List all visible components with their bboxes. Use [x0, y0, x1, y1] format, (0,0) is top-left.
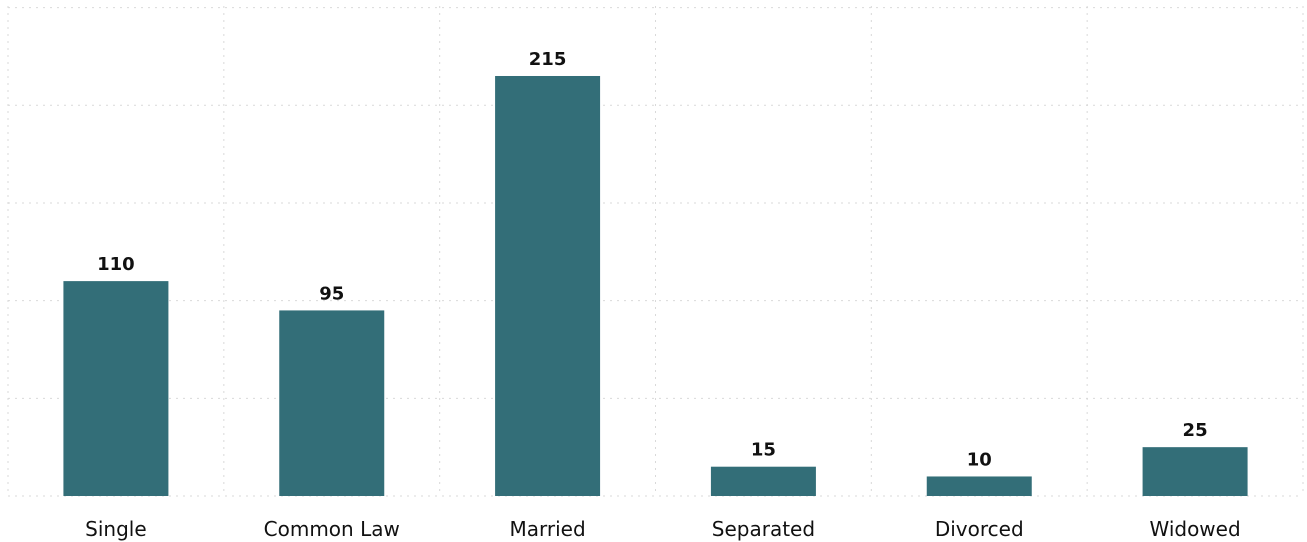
bar: [710, 466, 816, 496]
bar-value-label: 110: [97, 254, 135, 275]
bars-group: [63, 75, 1248, 496]
bar-value-label: 95: [319, 283, 344, 304]
bar: [926, 476, 1032, 496]
bar-value-label: 10: [967, 449, 992, 470]
bar-value-label: 15: [751, 440, 776, 461]
bar: [495, 75, 601, 496]
category-tick-label: Divorced: [935, 517, 1024, 541]
bar: [63, 281, 169, 496]
bar-value-label: 215: [529, 49, 567, 70]
bar: [279, 310, 385, 496]
bar: [1142, 447, 1248, 496]
category-labels-group: Single Common Law Married Separated Divorced…: [85, 517, 1241, 541]
category-tick-label: Common Law: [264, 517, 400, 541]
category-tick-label: Single: [85, 517, 146, 541]
value-labels-group: 110 95 215 15 10 25: [97, 49, 1207, 470]
category-tick-label: Widowed: [1149, 517, 1240, 541]
category-tick-label: Married: [509, 517, 585, 541]
bar-value-label: 25: [1183, 420, 1208, 441]
grid-lines: [7, 6, 1304, 497]
category-tick-label: Separated: [712, 517, 815, 541]
